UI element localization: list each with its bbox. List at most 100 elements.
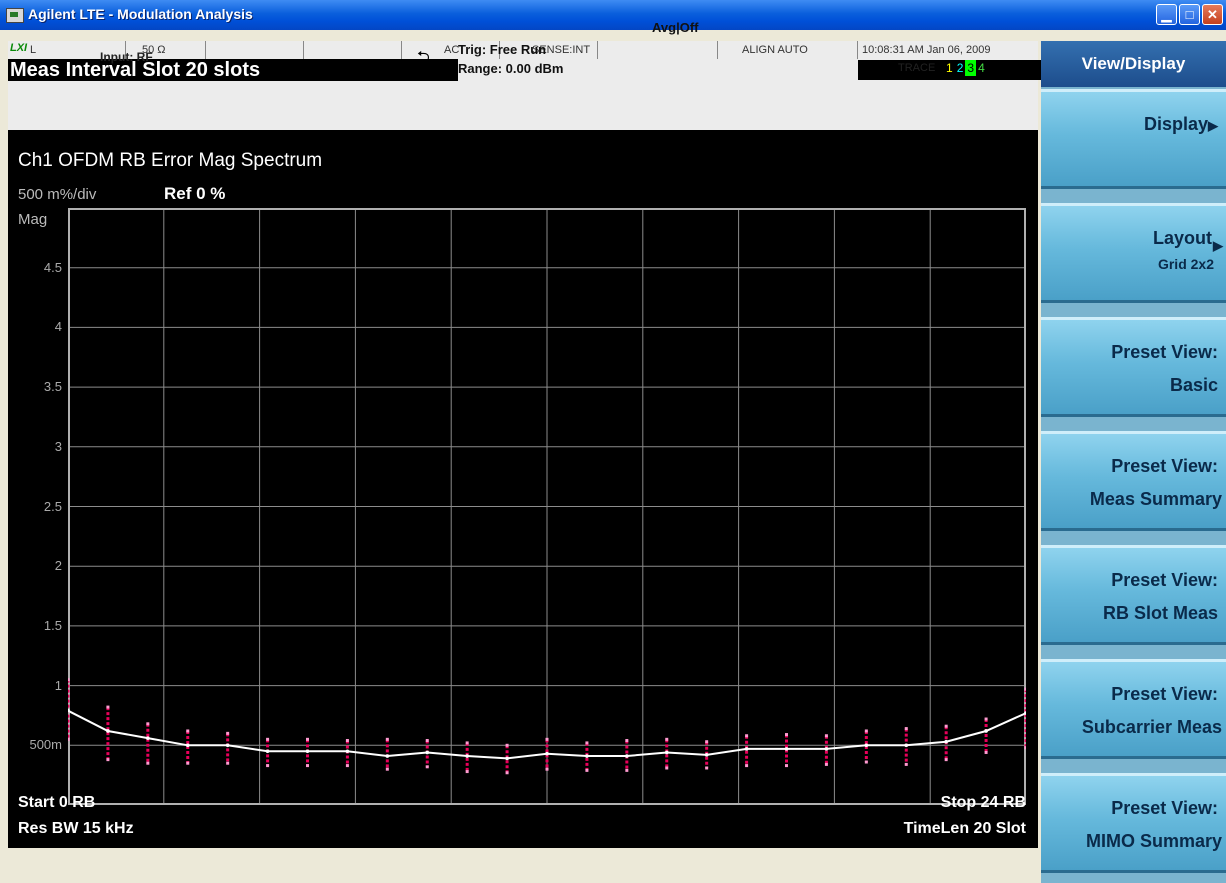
submenu-arrow-icon: ▶ (1213, 238, 1223, 253)
data-point-low (864, 760, 868, 764)
data-point-low (465, 770, 469, 774)
status-cell-datetime: 10:08:31 AM Jan 06, 2009 (862, 44, 991, 56)
trigger-label: Trig: Free Run (458, 42, 547, 57)
trace-indicator (858, 60, 1042, 80)
trace-1: 1 (946, 61, 953, 75)
status-cell-align: ALIGN AUTO (718, 41, 858, 59)
data-point-high (625, 739, 629, 743)
data-point-high (106, 705, 110, 709)
window-titlebar: Agilent LTE - Modulation Analysis ▁ □ ✕ (0, 0, 1226, 30)
data-point (185, 743, 190, 748)
data-point-low (984, 750, 988, 754)
data-point (425, 750, 430, 755)
y-unit-label: Mag (18, 211, 48, 228)
data-point-low (545, 767, 549, 771)
data-point-high (345, 739, 349, 743)
data-point (585, 754, 589, 758)
res-bw-label: Res BW 15 kHz (18, 820, 134, 837)
data-point (664, 750, 669, 755)
avg-label: Avg|Off (652, 20, 699, 35)
data-point-low (625, 768, 629, 772)
softkey-label: Preset View: (1111, 570, 1218, 590)
ref-level: Ref 0 % (164, 184, 226, 203)
preset-view-rb-slot-meas-softkey[interactable]: Preset View: RB Slot Meas (1041, 545, 1226, 645)
data-point (345, 749, 350, 754)
status-cell-sense: SENSE:INT (500, 41, 598, 59)
close-button[interactable]: ✕ (1202, 4, 1223, 25)
data-point-low (705, 766, 709, 770)
layout-softkey[interactable]: Layout ▶ Grid 2x2 (1041, 203, 1226, 303)
display-softkey[interactable]: Display▶ (1041, 89, 1226, 189)
scale-per-div: 500 m%/div (18, 186, 97, 203)
data-point-high (944, 724, 948, 728)
data-point-high (705, 740, 709, 744)
display-softkey-label: Display▶ (1144, 114, 1218, 135)
data-point-low (585, 768, 589, 772)
trace-4: 4 (978, 61, 985, 75)
data-point (305, 749, 310, 754)
data-point-high (505, 743, 509, 747)
timelen-label: TimeLen 20 Slot (903, 820, 1026, 837)
data-point-low (824, 762, 828, 766)
softkey-value: Basic (1169, 375, 1218, 395)
minimize-button[interactable]: ▁ (1156, 4, 1177, 25)
softkey-label: Preset View: (1111, 342, 1218, 362)
preset-view-subcarrier-meas-softkey[interactable]: Preset View: Subcarrier Meas (1041, 659, 1226, 759)
app-icon (6, 8, 24, 23)
softkey-label: Preset View: (1111, 684, 1218, 704)
data-point-low (425, 765, 429, 769)
data-point-low (745, 764, 749, 768)
data-point-high (545, 737, 549, 741)
continuous-sweep-icon: ⮌ (417, 49, 430, 66)
layout-softkey-label: Layout (1152, 228, 1212, 248)
data-point-high (385, 737, 389, 741)
data-point (784, 747, 789, 751)
submenu-arrow-icon: ▶ (1208, 118, 1218, 133)
status-cell-empty (206, 41, 304, 59)
data-point (904, 743, 909, 748)
data-point-high (864, 729, 868, 733)
softkey-label: Preset View: (1111, 456, 1218, 476)
status-cell-l: L (26, 41, 126, 59)
data-point-low (944, 758, 948, 762)
data-point-low (505, 771, 509, 775)
data-point-low (306, 764, 309, 768)
spectrum-plot[interactable] (68, 208, 1026, 805)
y-tick-label: 3 (54, 438, 62, 454)
data-point-low (665, 766, 669, 770)
preset-view-basic-softkey[interactable]: Preset View: Basic (1041, 317, 1226, 417)
data-point (824, 747, 829, 751)
window-title: Agilent LTE - Modulation Analysis (28, 6, 253, 22)
data-point (545, 751, 549, 756)
status-cell-empty (598, 41, 718, 59)
data-point (1024, 711, 1026, 715)
input-label: Input: RF (100, 50, 153, 64)
y-tick-label: 2 (54, 558, 62, 574)
data-point-low (785, 764, 788, 768)
data-point (704, 753, 709, 757)
range-label: Range: 0.00 dBm (458, 61, 564, 76)
preset-view-meas-summary-softkey[interactable]: Preset View: Meas Summary (1041, 431, 1226, 531)
y-tick-label: 500m (29, 737, 62, 753)
data-point (944, 739, 948, 744)
y-tick-label: 4.5 (43, 259, 62, 275)
trace-label: TRACE (898, 62, 936, 74)
preset-view-mimo-summary-softkey[interactable]: Preset View: MIMO Summary (1041, 773, 1226, 873)
y-tick-label: 2.5 (43, 498, 62, 514)
data-point (265, 749, 270, 754)
data-point-high (745, 734, 749, 738)
data-point-high (425, 739, 429, 743)
data-point-high (904, 727, 908, 731)
data-point (744, 747, 749, 751)
data-point (146, 736, 150, 740)
y-tick-label: 1 (54, 677, 62, 693)
data-point-high (785, 733, 788, 737)
y-tick-label: 1.5 (43, 617, 62, 633)
data-point (625, 754, 629, 758)
data-point-low (146, 761, 150, 765)
maximize-button[interactable]: □ (1179, 4, 1200, 25)
softkey-value: MIMO Summary (1085, 831, 1222, 851)
y-tick-label: 4 (54, 319, 62, 335)
data-point (106, 729, 110, 733)
